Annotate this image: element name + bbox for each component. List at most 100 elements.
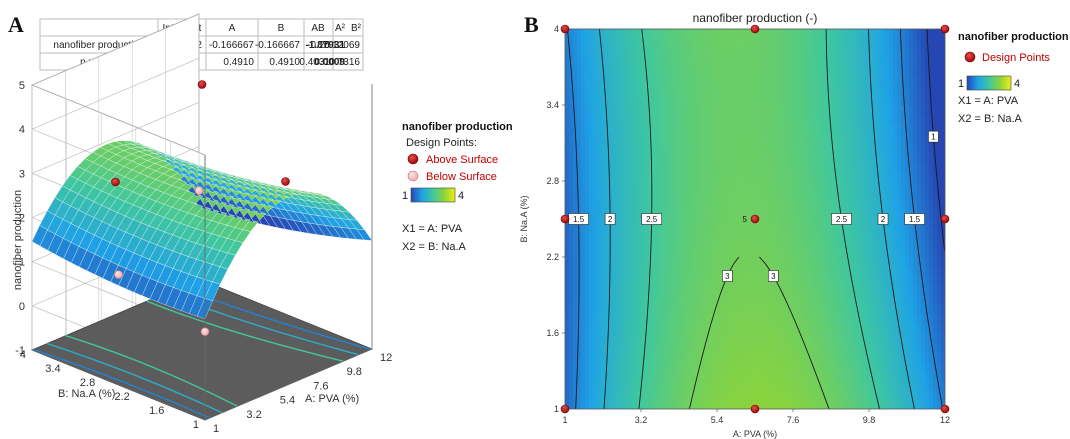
heatmap-cell (781, 162, 786, 173)
heatmap-cell (601, 124, 606, 135)
design-point-below (200, 327, 210, 336)
heatmap-cell (617, 190, 622, 201)
heatmap-cell (737, 190, 742, 201)
heatmap-cell (809, 133, 814, 144)
heatmap-cell (733, 124, 738, 135)
heatmap-cell (697, 247, 702, 258)
heatmap-cell (593, 209, 598, 220)
heatmap-cell (653, 67, 658, 78)
heatmap-cell (701, 323, 706, 334)
heatmap-cell (629, 219, 634, 230)
contour-label-box (831, 213, 852, 225)
heatmap-cell (853, 238, 858, 249)
heatmap-cell (909, 352, 914, 363)
heatmap-cell (813, 200, 818, 211)
heatmap-cell (933, 209, 938, 220)
heatmap-cell (701, 266, 706, 277)
heatmap-cell (709, 361, 714, 372)
heatmap-cell (585, 200, 590, 211)
heatmap-cell (765, 361, 770, 372)
heatmap-cell (621, 114, 626, 125)
heatmap-cell (697, 257, 702, 268)
heatmap-cell (665, 371, 670, 382)
heatmap-cell (801, 152, 806, 163)
heatmap-cell (809, 228, 814, 239)
heatmap-cell (937, 380, 942, 391)
heatmap-cell (573, 390, 578, 401)
heatmap-cell (589, 266, 594, 277)
heatmap-cell (765, 390, 770, 401)
heatmap-cell (709, 380, 714, 391)
heatmap-cell (841, 57, 846, 68)
heatmap-cell (581, 399, 586, 409)
heatmap-cell (857, 304, 862, 315)
heatmap-cell (593, 133, 598, 144)
heatmap-cell (621, 219, 626, 230)
heatmap-cell (577, 95, 582, 106)
heatmap-cell (569, 105, 574, 116)
heatmap-cell (669, 228, 674, 239)
legend-b-points-label: Design Points (982, 52, 1050, 64)
heatmap-cell (825, 29, 830, 40)
heatmap-cell (877, 105, 882, 116)
heatmap-cell (765, 314, 770, 325)
heatmap-cell (837, 257, 842, 268)
heatmap-cell (841, 304, 846, 315)
heatmap-cell (693, 333, 698, 344)
heatmap-cell (689, 143, 694, 154)
heatmap-cell (713, 361, 718, 372)
heatmap-cell (625, 209, 630, 220)
heatmap-cell (937, 105, 942, 116)
heatmap-cell (857, 295, 862, 306)
heatmap-cell (909, 380, 914, 391)
heatmap-cell (845, 361, 850, 372)
heatmap-cell (697, 114, 702, 125)
heatmap-cell (713, 247, 718, 258)
heatmap-cell (565, 304, 570, 315)
heatmap-cell (741, 238, 746, 249)
heatmap-cell (797, 67, 802, 78)
heatmap-cell (893, 209, 898, 220)
heatmap-cell (797, 114, 802, 125)
heatmap-cell (701, 105, 706, 116)
heatmap-cell (721, 29, 726, 40)
heatmap-cell (793, 371, 798, 382)
heatmap-cell (797, 181, 802, 192)
heatmap-cell (589, 219, 594, 230)
heatmap-cell (649, 333, 654, 344)
heatmap-cell (853, 219, 858, 230)
heatmap-cell (825, 190, 830, 201)
table-header-cell: A² (335, 23, 346, 34)
heatmap-cell (849, 95, 854, 106)
heatmap-cell (853, 76, 858, 87)
heatmap-cell (869, 48, 874, 59)
heatmap-cell (785, 371, 790, 382)
heatmap-cell (805, 181, 810, 192)
heatmap-cell (693, 285, 698, 296)
heatmap-cell (725, 105, 730, 116)
heatmap-cell (621, 133, 626, 144)
heatmap-cell (737, 285, 742, 296)
heatmap-cell (681, 333, 686, 344)
heatmap-cell (741, 181, 746, 192)
heatmap-cell (749, 399, 754, 409)
heatmap-cell (929, 361, 934, 372)
heatmap-cell (753, 390, 758, 401)
heatmap-cell (917, 133, 922, 144)
heatmap-cell (781, 247, 786, 258)
heatmap-cell (721, 380, 726, 391)
heatmap-cell (897, 152, 902, 163)
contour-label-box (641, 213, 662, 225)
heatmap-cell (877, 247, 882, 258)
heatmap-cell (809, 105, 814, 116)
heatmap-cell (589, 209, 594, 220)
heatmap-cell (713, 105, 718, 116)
heatmap-cell (769, 228, 774, 239)
heatmap-cell (577, 390, 582, 401)
heatmap-cell (617, 238, 622, 249)
heatmap-cell (745, 247, 750, 258)
heatmap-cell (789, 295, 794, 306)
heatmap-cell (617, 181, 622, 192)
heatmap-cell (713, 399, 718, 409)
heatmap-cell (777, 304, 782, 315)
